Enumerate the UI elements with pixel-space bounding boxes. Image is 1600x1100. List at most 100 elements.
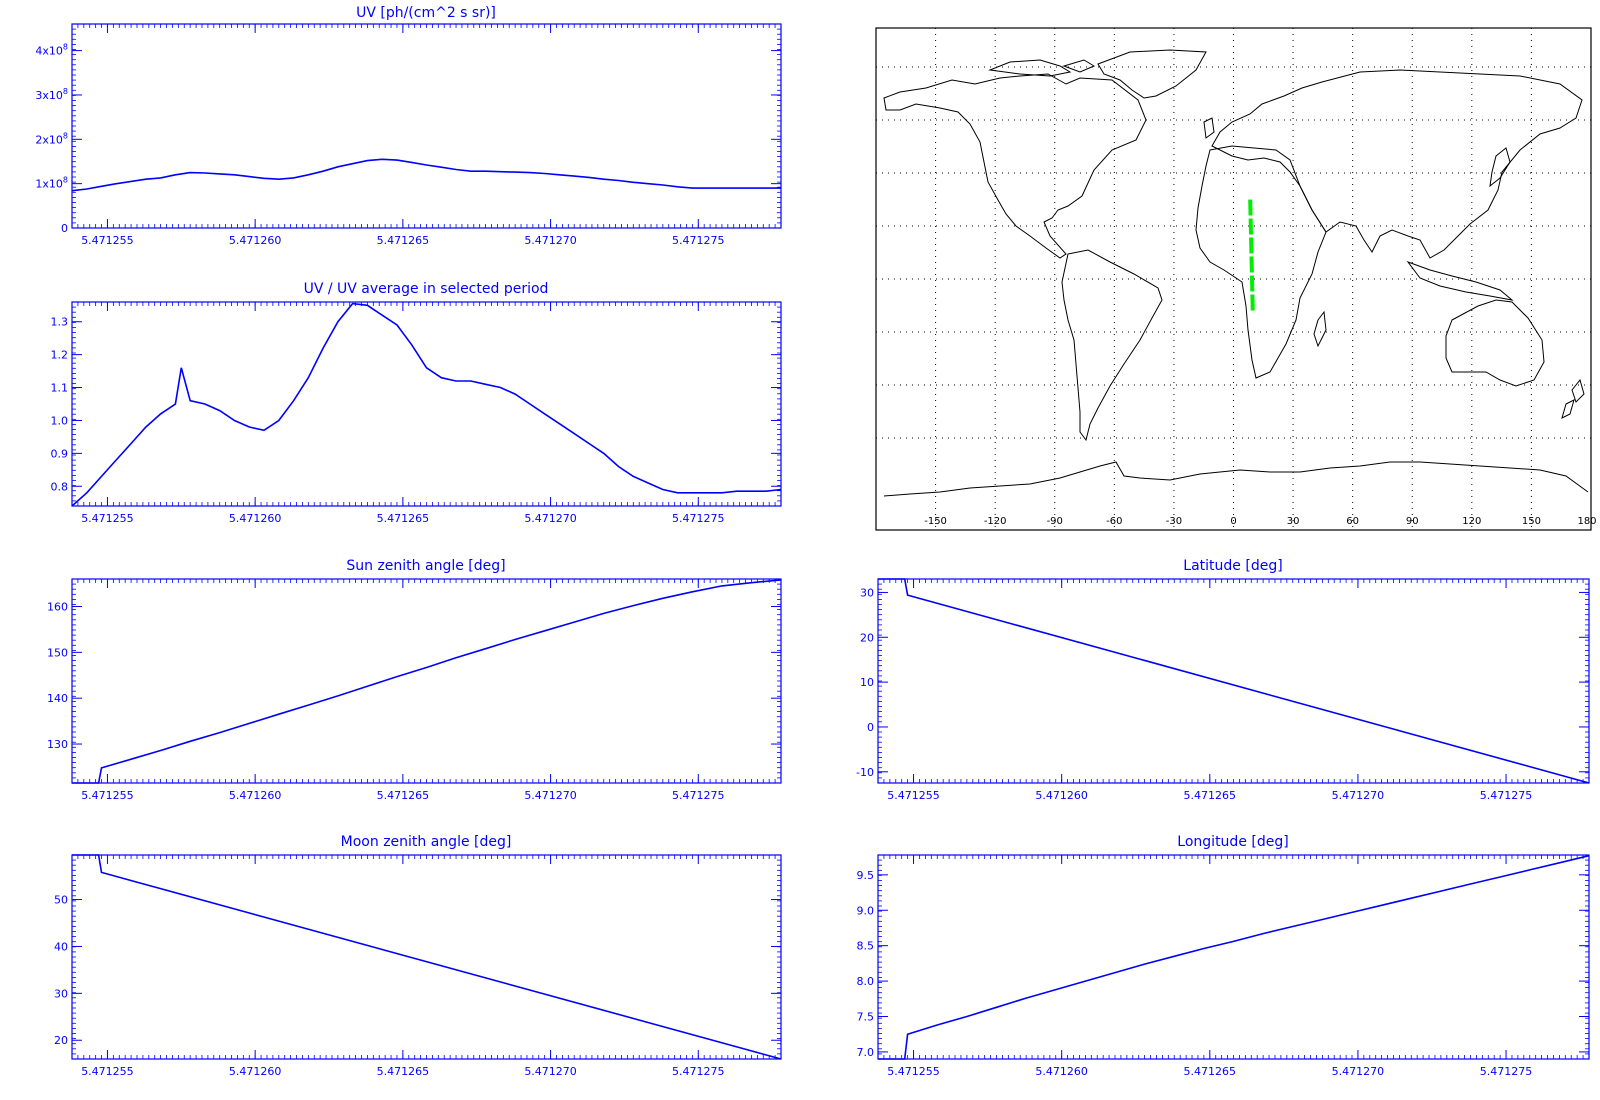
ratio-x-tick-label: 5.471265 [377, 512, 430, 525]
map-lon-tick-label: 150 [1522, 516, 1541, 527]
moon-x-tick-label: 5.471275 [672, 1065, 725, 1078]
uv-x-tick-label: 5.471275 [672, 234, 725, 247]
longitude-marks: 5.471255 5.471260 5.471265 5.471270 5.471275… [857, 854, 1590, 1078]
map-coastlines [883, 49, 1589, 497]
sun-x-tick-label: 5.471265 [377, 789, 430, 802]
latitude-panel: Latitude [deg] [877, 558, 1590, 784]
coastline-arctic-islands [988, 59, 1096, 77]
ratio-plot-frame [71, 301, 782, 507]
moon-y-tick-label: 20 [54, 1034, 68, 1047]
longitude-y-tick-label: 8.0 [857, 975, 875, 988]
latitude-x-tick-label: 5.471270 [1332, 789, 1385, 802]
uv-y-tick-label: 0 [61, 222, 68, 235]
latitude-y-tick-label: 10 [860, 676, 874, 689]
latitude-y-tick-label: -10 [856, 766, 874, 779]
sun-x-tick-label: 5.471270 [524, 789, 577, 802]
longitude-x-tick-label: 5.471275 [1480, 1065, 1533, 1078]
longitude-x-tick-label: 5.471255 [887, 1065, 940, 1078]
longitude-series-line [878, 854, 1590, 1060]
moon-plot-frame [71, 854, 782, 1060]
coastline-greenland [1097, 49, 1207, 99]
latitude-x-tick-label: 5.471260 [1035, 789, 1088, 802]
coastline-indonesia [1406, 260, 1514, 301]
ratio-x-tick-label: 5.471255 [81, 512, 134, 525]
longitude-y-tick-label: 8.5 [857, 940, 875, 953]
ratio-y-tick-label: 1.0 [51, 414, 69, 427]
sun-y-tick-label: 160 [47, 601, 68, 614]
uv-plot-frame [71, 23, 782, 229]
moon-x-tick-label: 5.471260 [229, 1065, 282, 1078]
uv-x-tick-label: 5.471255 [81, 234, 134, 247]
longitude-title: Longitude [deg] [1177, 834, 1288, 850]
longitude-y-tick-label: 9.0 [857, 904, 875, 917]
ratio-y-tick-label: 1.3 [51, 316, 69, 329]
latitude-y-tick-label: 0 [867, 721, 874, 734]
sun-title: Sun zenith angle [deg] [346, 558, 505, 574]
map-lon-tick-label: 90 [1406, 516, 1419, 527]
longitude-x-tick-label: 5.471265 [1184, 1065, 1237, 1078]
uv-title: UV [ph/(cm^2 s sr)] [356, 5, 496, 21]
map-lon-tick-label: -30 [1166, 516, 1182, 527]
plot-layer: 5.471255 5.471260 5.471265 5.471270 5.471275… [35, 23, 1590, 1078]
map-lon-tick-label: 180 [1577, 516, 1596, 527]
map-lon-tick-label: 60 [1346, 516, 1359, 527]
moon-title: Moon zenith angle [deg] [341, 834, 512, 850]
coastline-eurasia [1211, 69, 1583, 259]
ratio-y-tick-label: 1.1 [51, 382, 69, 395]
latitude-x-tick-label: 5.471265 [1184, 789, 1237, 802]
coastline-north-america [883, 73, 1147, 259]
map-lon-tick-label: -60 [1106, 516, 1122, 527]
moon-y-tick-label: 50 [54, 894, 68, 907]
sun-marks: 5.471255 5.471260 5.471265 5.471270 5.471275… [47, 578, 782, 802]
latitude-plot-frame [877, 578, 1590, 784]
moon-x-tick-label: 5.471265 [377, 1065, 430, 1078]
longitude-y-tick-label: 9.5 [857, 869, 875, 882]
longitude-y-tick-label: 7.0 [857, 1046, 875, 1059]
sun-plot-frame [71, 578, 782, 784]
moon-series-line [72, 854, 782, 1060]
ratio-y-tick-label: 0.8 [51, 480, 69, 493]
latitude-x-tick-label: 5.471275 [1480, 789, 1533, 802]
coastline-britain [1203, 117, 1215, 139]
latitude-y-tick-label: 20 [860, 631, 874, 644]
moon-y-tick-label: 40 [54, 940, 68, 953]
ratio-x-tick-label: 5.471270 [524, 512, 577, 525]
latitude-marks: 5.471255 5.471260 5.471265 5.471270 5.471275… [856, 578, 1590, 802]
coastline-madagascar [1313, 310, 1327, 348]
sun-y-tick-label: 140 [47, 692, 68, 705]
ratio-x-tick-label: 5.471275 [672, 512, 725, 525]
uv-series-line [71, 158, 781, 192]
ratio-panel: UV / UV average in selected period [71, 281, 782, 507]
ratio-series-line [71, 302, 782, 507]
uv-x-tick-label: 5.471260 [229, 234, 282, 247]
latitude-x-tick-label: 5.471255 [887, 789, 940, 802]
latitude-series-line [878, 578, 1590, 784]
uv-marks: 5.471255 5.471260 5.471265 5.471270 5.471275… [35, 23, 782, 247]
ratio-title: UV / UV average in selected period [304, 281, 549, 297]
coastline-africa [1195, 145, 1327, 379]
map-lon-tick-label: -150 [924, 516, 947, 527]
satellite-track [1248, 199, 1255, 311]
latitude-title: Latitude [deg] [1183, 558, 1282, 574]
uv-y-tick-label: 3x108 [35, 87, 68, 102]
coastline-south-america [1061, 249, 1163, 442]
uv-x-tick-label: 5.471265 [377, 234, 430, 247]
sun-x-tick-label: 5.471275 [672, 789, 725, 802]
ratio-marks: 5.471255 5.471260 5.471265 5.471270 5.471275… [51, 301, 782, 525]
sun-y-tick-label: 130 [47, 738, 68, 751]
world-map: -150 -120 -90 -60 -30 0 30 60 90 120 150 180 [875, 27, 1597, 531]
uv-panel: UV [ph/(cm^2 s sr)] [71, 5, 782, 229]
longitude-x-tick-label: 5.471260 [1035, 1065, 1088, 1078]
coastline-australia [1445, 299, 1545, 387]
sun-panel: Sun zenith angle [deg] [71, 558, 782, 784]
moon-y-tick-label: 30 [54, 987, 68, 1000]
uv-y-tick-label: 4x108 [35, 43, 68, 58]
moon-x-tick-label: 5.471270 [524, 1065, 577, 1078]
longitude-plot-frame [877, 854, 1590, 1060]
longitude-panel: Longitude [deg] [877, 834, 1590, 1060]
moon-x-tick-label: 5.471255 [81, 1065, 134, 1078]
uv-y-tick-label: 1x108 [35, 176, 68, 191]
longitude-y-tick-label: 7.5 [857, 1011, 875, 1024]
sun-y-tick-label: 150 [47, 646, 68, 659]
